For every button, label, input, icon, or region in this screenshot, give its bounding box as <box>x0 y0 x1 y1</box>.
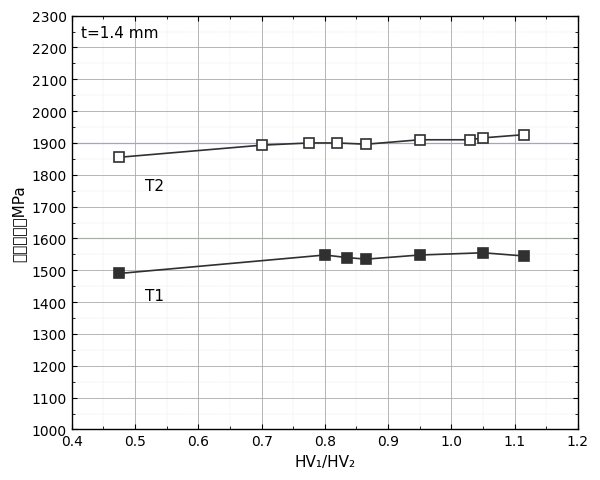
Text: T1: T1 <box>145 288 164 303</box>
Text: T2: T2 <box>145 179 164 193</box>
Text: t=1.4 mm: t=1.4 mm <box>81 26 159 41</box>
X-axis label: HV₁/HV₂: HV₁/HV₂ <box>294 454 355 469</box>
Y-axis label: 抗拉强度，MPa: 抗拉强度，MPa <box>11 185 26 262</box>
